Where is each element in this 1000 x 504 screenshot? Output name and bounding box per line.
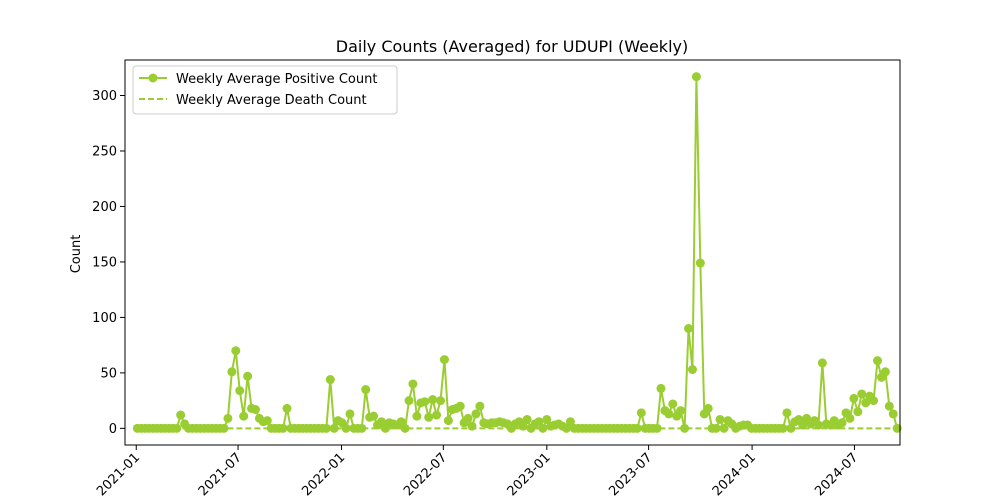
positive-count-point (534, 417, 544, 427)
positive-count-point (522, 414, 532, 424)
positive-count-point (857, 389, 867, 399)
positive-count-point (227, 367, 237, 377)
positive-count-point (420, 397, 430, 407)
positive-count-point (652, 423, 662, 433)
positive-count-point (176, 410, 186, 420)
positive-count-point (345, 409, 355, 419)
positive-count-point (250, 405, 260, 414)
positive-count-point (703, 403, 713, 413)
positive-count-point (432, 410, 442, 420)
positive-count-point (282, 403, 292, 413)
positive-count-point (687, 365, 697, 375)
y-tick-label: 200 (92, 200, 117, 215)
positive-count-point (813, 420, 823, 430)
positive-count-point (782, 408, 792, 418)
positive-count-point (321, 423, 331, 433)
positive-count-point (439, 355, 449, 365)
positive-count-point (778, 423, 788, 433)
positive-count-point (691, 72, 701, 82)
legend-positive-marker-swatch (148, 73, 158, 83)
positive-count-point (357, 423, 367, 433)
positive-count-point (656, 383, 666, 393)
positive-count-point (396, 417, 406, 427)
positive-count-point (880, 367, 890, 377)
positive-count-point (243, 371, 253, 381)
positive-count-point (325, 375, 335, 385)
positive-count-point (680, 423, 690, 433)
positive-count-point (664, 409, 674, 419)
positive-count-point (636, 408, 646, 418)
positive-count-point (873, 356, 882, 366)
positive-count-point (471, 409, 481, 419)
positive-count-point (404, 396, 414, 406)
y-tick-label: 50 (100, 366, 117, 381)
positive-count-point (684, 324, 694, 333)
positive-count-point (837, 418, 847, 428)
positive-count-point (223, 413, 233, 423)
positive-count-point (561, 423, 571, 433)
legend-death-label: Weekly Average Death Count (176, 93, 367, 108)
positive-count-point (412, 411, 422, 421)
positive-count-point (262, 416, 272, 426)
positive-count-point (695, 258, 705, 268)
positive-count-point (668, 399, 678, 409)
plot-frame (124, 59, 901, 446)
y-axis-label: Count (69, 235, 84, 274)
positive-count-point (443, 416, 453, 426)
chart-title: Daily Counts (Averaged) for UDUPI (Weekl… (336, 37, 688, 56)
positive-count-point (400, 423, 410, 433)
positive-count-point (861, 398, 871, 408)
positive-count-point (676, 406, 686, 416)
positive-count-point (428, 395, 438, 405)
positive-count-point (869, 396, 879, 406)
y-tick-label: 100 (92, 311, 117, 326)
legend: Weekly Average Positive Count Weekly Ave… (132, 65, 398, 115)
positive-count-point (239, 411, 249, 421)
positive-count-point (369, 411, 379, 421)
positive-count-point (455, 401, 465, 411)
positive-count-point (424, 412, 434, 422)
positive-count-point (361, 385, 371, 395)
legend-box (132, 65, 398, 115)
positive-count-point (845, 413, 855, 423)
positive-count-point (565, 417, 575, 427)
positive-count-point (408, 379, 418, 389)
positive-count-point (853, 407, 863, 417)
positive-count-point (463, 413, 473, 423)
positive-count-point (715, 414, 725, 424)
positive-count-point (817, 358, 827, 368)
y-tick-label: 250 (92, 144, 117, 159)
positive-count-point (475, 401, 485, 411)
positive-count-point (888, 409, 898, 419)
legend-positive-label: Weekly Average Positive Count (176, 72, 377, 87)
y-tick-label: 300 (92, 89, 117, 104)
positive-count-point (436, 396, 446, 406)
positive-count-point (376, 417, 386, 427)
y-tick-label: 150 (92, 255, 117, 270)
y-tick-label: 0 (109, 422, 117, 437)
positive-count-point (329, 423, 339, 433)
positive-count-point (849, 393, 859, 403)
positive-count-point (798, 420, 808, 430)
positive-count-point (884, 401, 894, 411)
positive-count-point (231, 346, 241, 356)
positive-count-point (542, 414, 552, 424)
positive-count-point (235, 386, 245, 396)
